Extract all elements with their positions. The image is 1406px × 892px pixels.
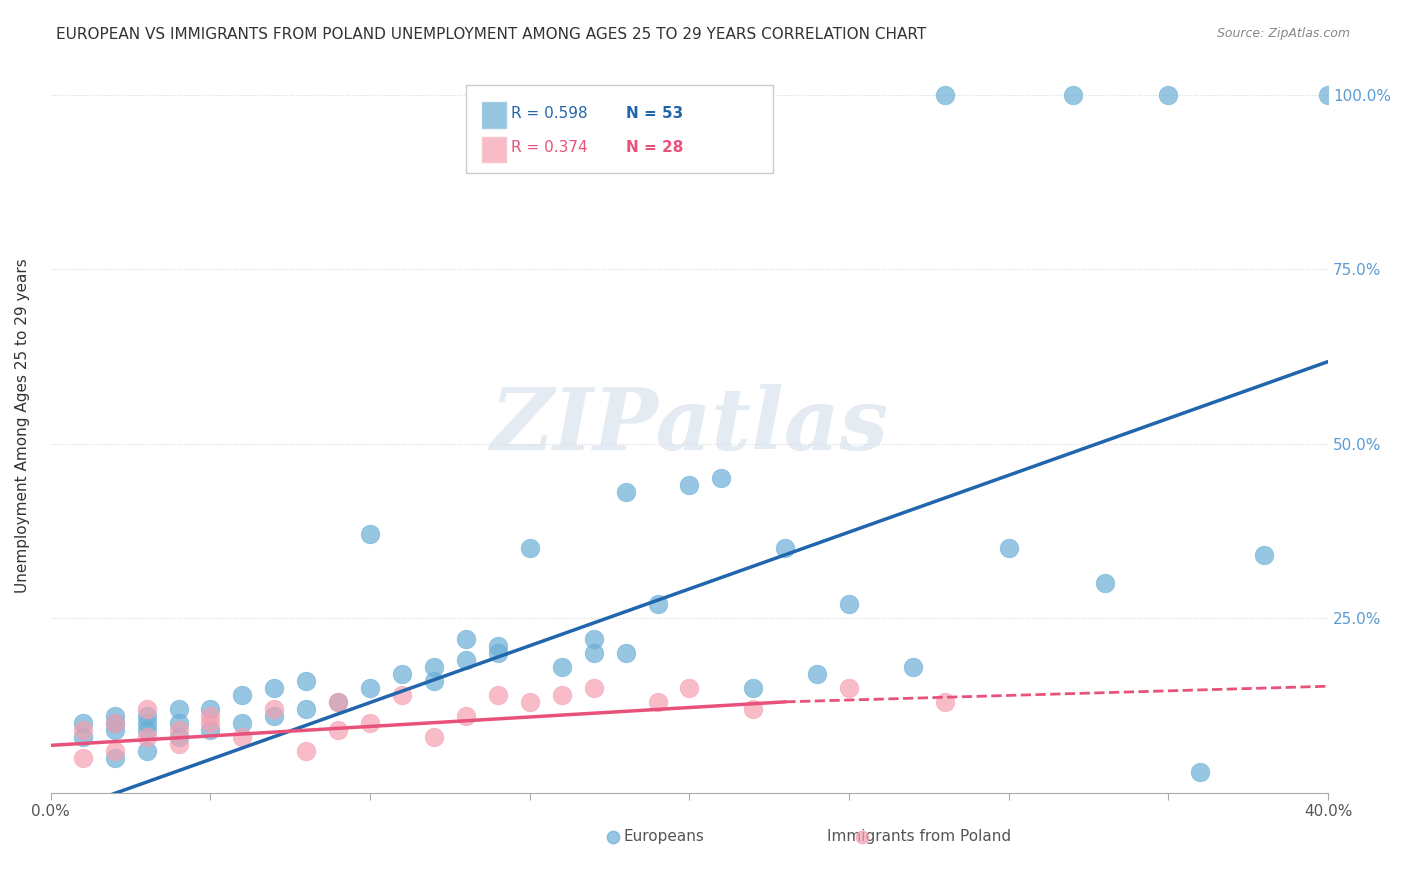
Point [391, 688, 413, 702]
Point [328, 695, 350, 709]
Point [551, 688, 574, 702]
Point [104, 715, 127, 730]
Point [359, 527, 381, 541]
Point [551, 660, 574, 674]
Text: R = 0.374: R = 0.374 [510, 140, 588, 155]
Point [167, 702, 190, 716]
Point [167, 737, 190, 751]
Point [1157, 87, 1180, 102]
Point [423, 730, 446, 744]
Point [582, 681, 605, 695]
Point [295, 673, 318, 688]
Point [901, 660, 924, 674]
Text: EUROPEAN VS IMMIGRANTS FROM POLAND UNEMPLOYMENT AMONG AGES 25 TO 29 YEARS CORREL: EUROPEAN VS IMMIGRANTS FROM POLAND UNEMP… [56, 27, 927, 42]
Point [231, 730, 253, 744]
Point [135, 723, 157, 737]
FancyBboxPatch shape [465, 86, 772, 173]
Point [200, 715, 222, 730]
Point [678, 478, 700, 492]
Point [934, 87, 956, 102]
Point [72, 730, 94, 744]
Point [1094, 576, 1116, 591]
Point [423, 660, 446, 674]
Point [263, 681, 285, 695]
Point [486, 646, 509, 660]
Text: ZIPatlas: ZIPatlas [491, 384, 889, 468]
Point [231, 688, 253, 702]
Text: N = 28: N = 28 [626, 140, 683, 155]
Point [519, 541, 541, 556]
Point [72, 715, 94, 730]
Point [454, 653, 477, 667]
Point [678, 681, 700, 695]
Point [486, 639, 509, 653]
Point [263, 708, 285, 723]
Point [104, 723, 127, 737]
Point [454, 708, 477, 723]
Text: R = 0.598: R = 0.598 [510, 105, 588, 120]
Point [104, 744, 127, 758]
Text: N = 53: N = 53 [626, 105, 683, 120]
FancyBboxPatch shape [481, 136, 506, 163]
Point [486, 688, 509, 702]
Point [359, 715, 381, 730]
Point [328, 695, 350, 709]
Point [200, 708, 222, 723]
Point [423, 673, 446, 688]
Point [391, 667, 413, 681]
Point [104, 708, 127, 723]
Point [135, 744, 157, 758]
Text: Source: ZipAtlas.com: Source: ZipAtlas.com [1216, 27, 1350, 40]
Point [359, 681, 381, 695]
Point [742, 702, 765, 716]
Y-axis label: Unemployment Among Ages 25 to 29 years: Unemployment Among Ages 25 to 29 years [15, 259, 30, 593]
Point [710, 471, 733, 485]
Point [582, 646, 605, 660]
Point [614, 646, 637, 660]
Point [806, 667, 828, 681]
Point [328, 723, 350, 737]
Point [519, 695, 541, 709]
Point [1189, 764, 1212, 779]
Text: Europeans: Europeans [623, 829, 704, 844]
Point [295, 702, 318, 716]
Point [582, 632, 605, 646]
Point [775, 541, 797, 556]
Point [934, 695, 956, 709]
Point [72, 723, 94, 737]
Point [167, 715, 190, 730]
Point [231, 715, 253, 730]
Point [135, 708, 157, 723]
Point [1253, 548, 1275, 562]
Point [614, 485, 637, 500]
Point [72, 750, 94, 764]
Point [135, 730, 157, 744]
Point [295, 744, 318, 758]
Point [647, 597, 669, 611]
Point [135, 702, 157, 716]
Point [647, 695, 669, 709]
Point [838, 597, 860, 611]
Point [135, 715, 157, 730]
Point [167, 723, 190, 737]
Point [742, 681, 765, 695]
Point [167, 730, 190, 744]
Text: Immigrants from Poland: Immigrants from Poland [827, 829, 1011, 844]
Point [454, 632, 477, 646]
Point [104, 715, 127, 730]
FancyBboxPatch shape [481, 102, 506, 128]
Point [998, 541, 1021, 556]
Point [838, 681, 860, 695]
Point [200, 723, 222, 737]
Point [1317, 87, 1340, 102]
Point [1062, 87, 1084, 102]
Point [263, 702, 285, 716]
Point [200, 702, 222, 716]
Point [104, 750, 127, 764]
